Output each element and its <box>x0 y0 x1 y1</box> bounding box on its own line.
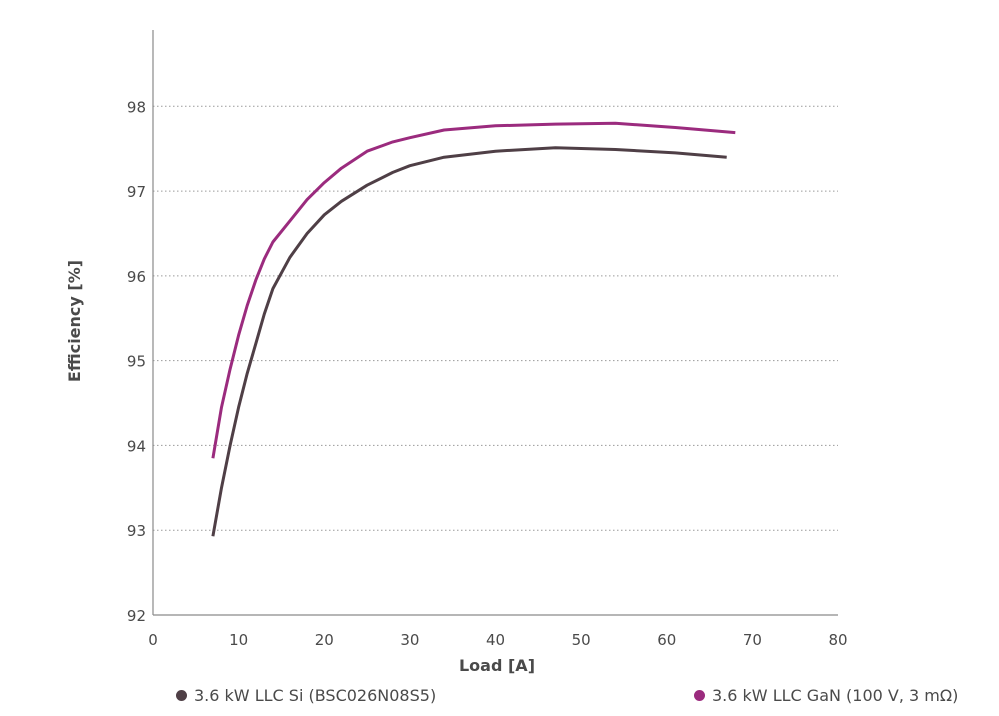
x-tick-label-30: 30 <box>400 631 419 649</box>
series-lines <box>211 121 736 537</box>
y-tick-label-94: 94 <box>127 437 146 455</box>
grid-lines <box>153 105 838 531</box>
y-tick-label-93: 93 <box>127 522 146 540</box>
y-tick-label-96: 96 <box>127 268 146 286</box>
axes <box>152 30 838 616</box>
x-tick-label-60: 60 <box>657 631 676 649</box>
legend-label-si: 3.6 kW LLC Si (BSC026N08S5) <box>194 686 437 705</box>
x-tick-label-70: 70 <box>743 631 762 649</box>
x-tick-label-50: 50 <box>572 631 591 649</box>
tick-labels: 92 93 94 95 96 97 98 0 10 20 30 40 50 60 70 80 <box>127 98 848 649</box>
legend-dot-si <box>176 690 187 701</box>
x-tick-label-0: 0 <box>148 631 158 649</box>
x-tick-label-40: 40 <box>486 631 505 649</box>
x-tick-label-20: 20 <box>315 631 334 649</box>
x-tick-label-10: 10 <box>229 631 248 649</box>
legend-label-gan: 3.6 kW LLC GaN (100 V, 3 mΩ) <box>712 686 959 705</box>
y-tick-label-98: 98 <box>127 98 146 116</box>
legend-item-gan: 3.6 kW LLC GaN (100 V, 3 mΩ) <box>694 686 958 705</box>
y-tick-label-97: 97 <box>127 183 146 201</box>
x-axis-title: Load [A] <box>459 656 535 675</box>
series-line-si <box>211 146 727 537</box>
series-line-gan <box>211 121 736 459</box>
y-tick-label-95: 95 <box>127 353 146 371</box>
legend-dot-gan <box>694 690 705 701</box>
y-tick-label-92: 92 <box>127 607 146 625</box>
y-axis-title: Efficiency [%] <box>65 260 84 382</box>
legend-item-si: 3.6 kW LLC Si (BSC026N08S5) <box>176 686 436 705</box>
x-tick-label-80: 80 <box>828 631 847 649</box>
